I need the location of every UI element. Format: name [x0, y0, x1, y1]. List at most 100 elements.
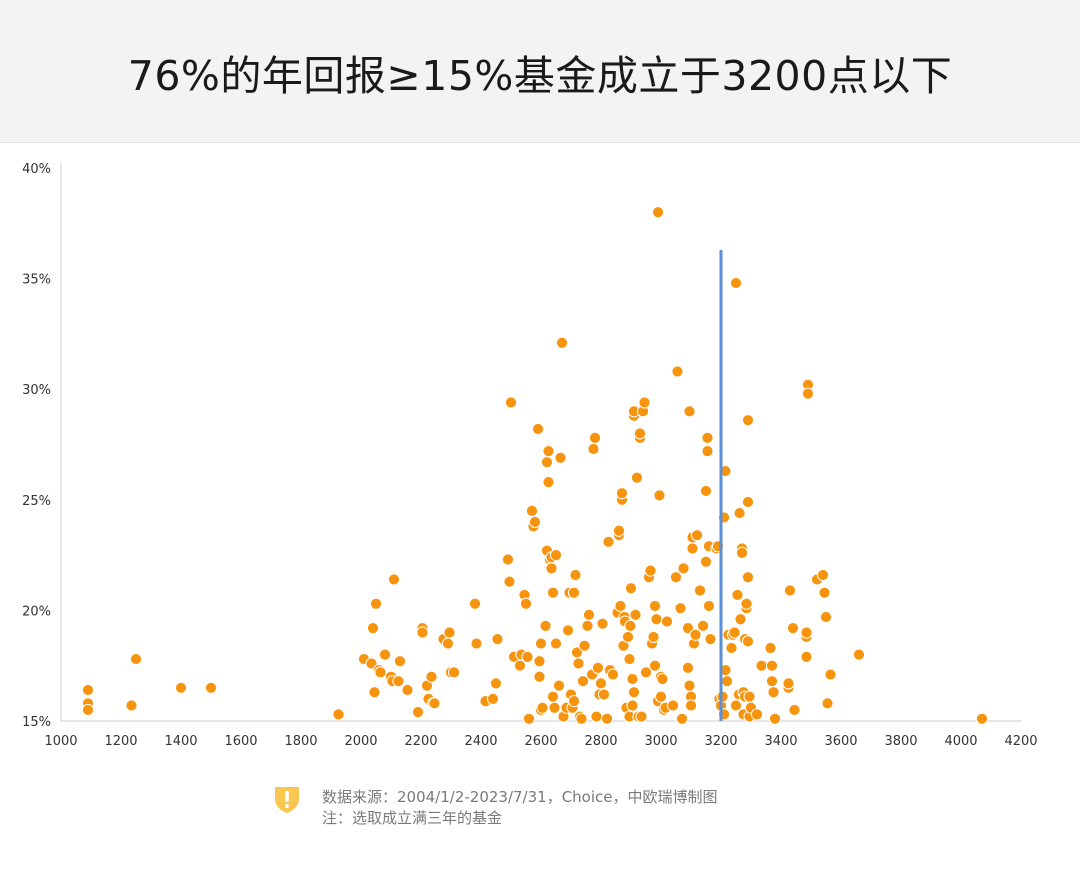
x-tick-label: 2800	[584, 734, 617, 749]
data-point	[528, 515, 542, 529]
data-point	[702, 599, 716, 613]
data-point	[782, 677, 795, 690]
x-tick-label: 2200	[404, 734, 437, 749]
data-point	[549, 637, 563, 650]
data-point	[587, 442, 600, 456]
data-point	[546, 586, 560, 599]
x-tick-label: 1800	[284, 734, 317, 749]
data-point	[129, 652, 143, 666]
data-point	[491, 633, 504, 646]
data-point	[675, 712, 689, 725]
data-point	[656, 672, 669, 686]
y-tick-label: 20%	[22, 604, 51, 619]
data-point	[503, 575, 516, 588]
data-point	[824, 668, 837, 681]
data-point	[614, 599, 627, 613]
data-point	[548, 701, 561, 714]
data-point	[743, 690, 756, 703]
data-point	[369, 597, 383, 610]
x-tick-label: 1400	[164, 734, 197, 749]
data-point	[554, 451, 567, 464]
data-point	[735, 546, 749, 559]
x-tick-label: 2400	[464, 734, 497, 749]
data-point	[567, 586, 581, 599]
data-point	[783, 584, 797, 597]
data-point	[81, 703, 95, 717]
data-point	[501, 553, 515, 566]
data-point	[534, 637, 548, 650]
data-point	[174, 681, 188, 694]
data-point	[575, 712, 588, 725]
data-point	[689, 628, 702, 641]
data-point	[647, 630, 660, 644]
data-point	[683, 679, 696, 692]
data-point	[521, 650, 534, 663]
data-point	[581, 619, 594, 632]
data-point	[540, 456, 554, 469]
y-tick-label: 30%	[22, 383, 51, 398]
data-point	[750, 708, 764, 721]
data-point	[699, 484, 713, 498]
data-point	[740, 597, 753, 610]
scatter-points	[81, 206, 989, 725]
data-point	[443, 626, 456, 639]
source-text: 数据来源：2004/1/2-2023/7/31，Choice，中欧瑞博制图	[322, 788, 718, 806]
scatter-chart: 15% 20% 25% 30% 35% 40% 1000 1200 1400 1600 1800 2…	[22, 162, 1038, 749]
data-point	[425, 670, 438, 683]
data-point	[411, 706, 425, 719]
data-point	[975, 712, 989, 725]
x-axis: 1000 1200 1400 1600 1800 2000 2200 2400 2600 2800…	[44, 720, 1038, 749]
data-point	[720, 675, 734, 688]
data-point	[204, 681, 218, 694]
data-point	[441, 637, 455, 650]
data-point	[731, 588, 744, 602]
x-tick-label: 3400	[764, 734, 797, 749]
data-point	[531, 422, 545, 436]
data-point	[690, 529, 704, 542]
data-point	[800, 650, 813, 663]
data-point	[654, 690, 668, 703]
data-point	[542, 476, 555, 489]
data-point	[648, 599, 662, 613]
x-tick-label: 1600	[224, 734, 257, 749]
data-point	[545, 562, 558, 575]
data-point	[602, 535, 615, 548]
data-point	[699, 555, 713, 568]
data-point	[555, 336, 569, 349]
x-tick-label: 3000	[644, 734, 677, 749]
data-point	[626, 699, 639, 712]
data-point	[332, 708, 345, 721]
data-point	[366, 621, 380, 635]
data-point	[626, 672, 639, 686]
data-point	[539, 619, 552, 632]
data-point	[615, 487, 629, 500]
data-point	[741, 495, 755, 509]
y-tick-label: 25%	[22, 494, 51, 509]
data-point	[818, 586, 831, 599]
data-point	[519, 597, 533, 610]
data-point	[677, 562, 690, 575]
page-title: 76%的年回报≥15%基金成立于3200点以下	[127, 52, 953, 100]
y-tick-label: 40%	[22, 162, 51, 177]
data-point	[733, 506, 746, 520]
data-point	[741, 571, 755, 584]
data-point	[576, 675, 590, 688]
data-point	[741, 414, 755, 427]
data-point	[701, 431, 714, 444]
data-point	[416, 626, 429, 639]
data-point	[428, 697, 441, 710]
data-point	[693, 584, 707, 597]
data-point	[569, 568, 582, 582]
data-point	[765, 675, 779, 688]
shield-exclamation-icon	[275, 787, 299, 813]
x-tick-label: 3200	[704, 734, 737, 749]
data-point	[125, 699, 138, 712]
data-point	[788, 703, 801, 717]
data-point	[630, 471, 644, 484]
x-tick-label: 2600	[524, 734, 557, 749]
data-point	[624, 619, 637, 632]
data-point	[729, 276, 743, 290]
data-point	[786, 621, 800, 635]
data-point	[536, 701, 549, 714]
data-point	[627, 686, 641, 699]
